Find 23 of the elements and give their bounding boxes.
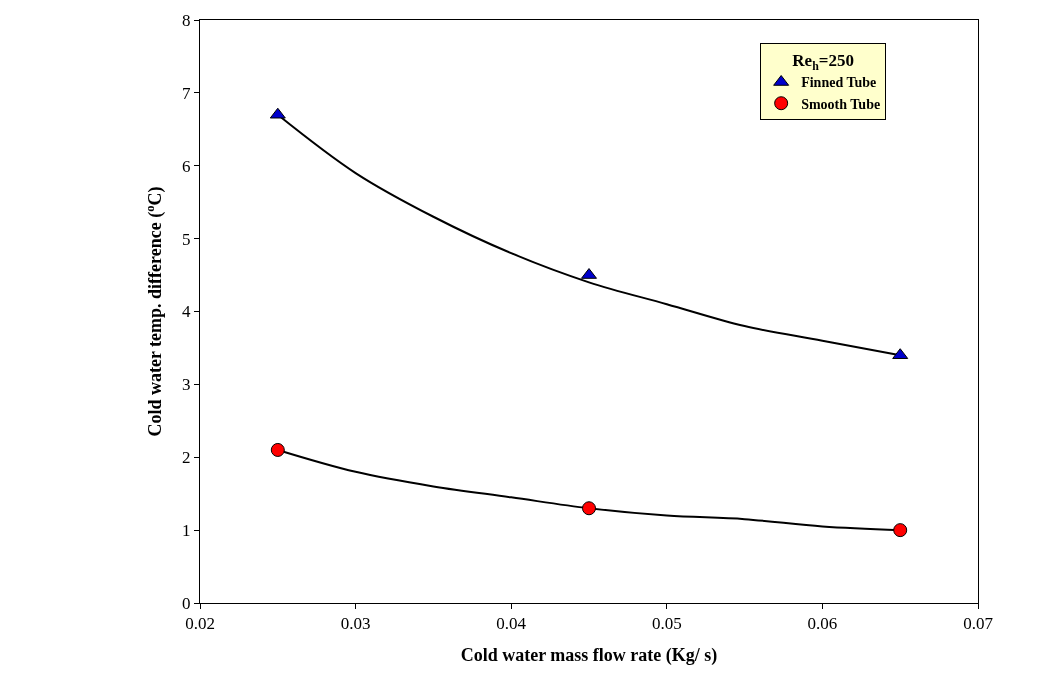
x-tick-label: 0.02 <box>185 614 215 634</box>
legend-title: Re$_{h}$=250 <box>792 51 854 73</box>
x-tick-label: 0.04 <box>496 614 527 634</box>
y-tick-label: 5 <box>182 229 191 249</box>
y-tick-label: 7 <box>182 83 192 103</box>
y-tick-label: 1 <box>182 521 191 541</box>
point <box>582 501 596 516</box>
legend-label: Smooth Tube <box>801 96 881 112</box>
y-tick-label: 4 <box>182 302 192 322</box>
x-tick-label: 0.03 <box>340 614 371 634</box>
y-tick-label: 3 <box>182 375 191 395</box>
x-axis-title: Cold water mass flow rate (Kg/ s) <box>460 644 718 666</box>
x-tick-label: 0.06 <box>807 614 838 634</box>
x-tick-label: 0.05 <box>651 614 682 634</box>
y-tick-label: 0 <box>182 593 191 613</box>
point <box>270 442 285 457</box>
point <box>269 107 286 119</box>
legend-label: Finned Tube <box>801 75 877 91</box>
y-tick-label: 8 <box>182 10 191 30</box>
y-tick-label: 6 <box>182 156 191 176</box>
y-tick-label: 2 <box>182 448 191 468</box>
x-tick-label: 0.07 <box>963 614 994 634</box>
point <box>893 523 908 538</box>
